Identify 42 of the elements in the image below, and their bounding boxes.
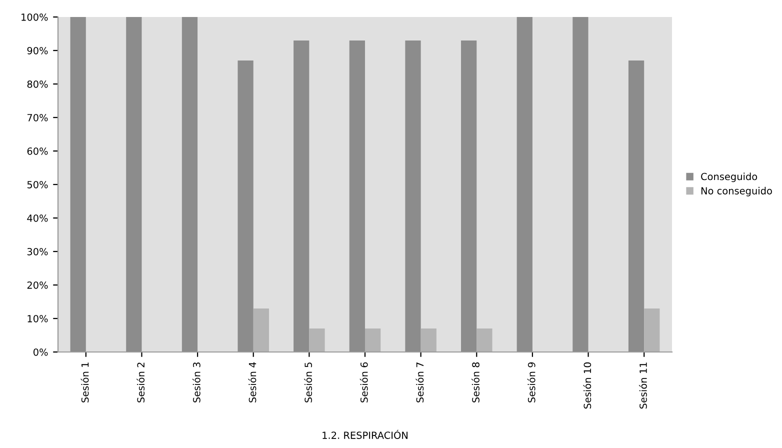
- legend-label: Conseguido: [701, 172, 758, 182]
- bar: [405, 40, 421, 352]
- bar: [516, 17, 532, 352]
- x-tick-label: Sesión 4: [248, 362, 256, 402]
- x-tick-label: Sesión 5: [304, 362, 312, 402]
- bar: [572, 17, 588, 352]
- y-tick-label: 100%: [22, 13, 48, 21]
- bar: [70, 17, 86, 352]
- y-tick-label: 10%: [28, 314, 48, 322]
- y-tick-label: 30%: [27, 248, 48, 256]
- bar: [253, 308, 269, 352]
- y-tick-label: 60%: [27, 147, 48, 155]
- x-tick-label: Sesión 7: [416, 362, 424, 402]
- y-tick-label: 20%: [27, 281, 48, 289]
- bar: [126, 17, 142, 352]
- bar: [182, 17, 198, 352]
- y-tick-label: 0%: [33, 348, 48, 356]
- x-tick-label: Sesión 9: [527, 362, 536, 402]
- x-axis-title: 1.2. RESPIRACIÓN: [322, 430, 408, 439]
- bar: [461, 40, 477, 352]
- y-tick-label: 90%: [27, 46, 48, 54]
- x-tick-label: Sesión 3: [192, 362, 200, 402]
- bar: [309, 328, 325, 352]
- bar: [294, 40, 310, 352]
- x-tick-label: Sesión 11: [638, 362, 647, 409]
- bar: [644, 308, 660, 352]
- bar: [628, 60, 644, 352]
- bar: [365, 328, 381, 352]
- bar: [238, 60, 254, 352]
- x-tick-label: Sesión 1: [80, 362, 89, 402]
- x-tick-label: Sesión 2: [136, 362, 145, 402]
- x-tick-label: Sesión 8: [472, 362, 480, 402]
- legend-label: No conseguido: [701, 186, 772, 196]
- y-tick-label: 40%: [27, 214, 48, 222]
- y-tick-label: 50%: [27, 180, 48, 188]
- bar: [476, 328, 492, 352]
- x-tick-label: Sesión 10: [583, 362, 592, 409]
- y-tick-label: 70%: [27, 114, 48, 122]
- y-tick-label: 80%: [27, 80, 48, 88]
- x-tick-label: Sesión 6: [360, 362, 368, 402]
- bar: [349, 40, 365, 352]
- bar: [420, 328, 436, 352]
